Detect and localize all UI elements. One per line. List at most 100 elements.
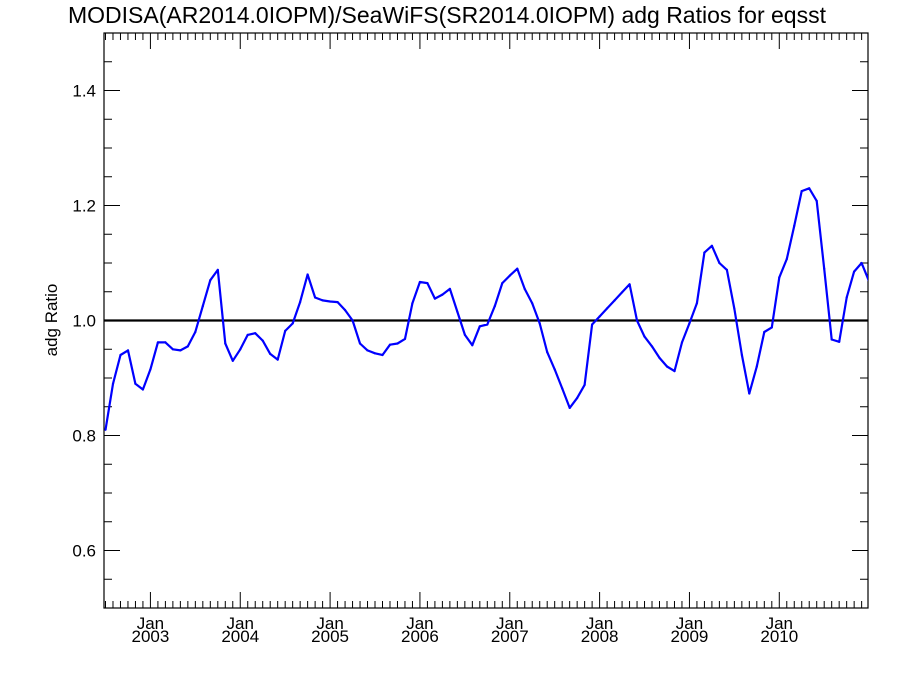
data-point bbox=[770, 326, 773, 329]
data-point bbox=[673, 370, 676, 373]
data-point bbox=[171, 348, 174, 351]
x-tick-label-year: 2008 bbox=[581, 627, 619, 646]
data-point bbox=[433, 297, 436, 300]
data-point bbox=[635, 319, 639, 322]
data-point bbox=[314, 296, 317, 299]
x-tick-label-year: 2005 bbox=[311, 627, 349, 646]
data-point bbox=[179, 349, 182, 352]
data-point bbox=[418, 280, 421, 284]
data-point bbox=[239, 348, 242, 351]
data-point bbox=[546, 351, 549, 354]
y-tick-label: 1.2 bbox=[72, 197, 96, 216]
data-point bbox=[441, 293, 444, 296]
data-point bbox=[493, 305, 496, 308]
data-point bbox=[778, 276, 781, 279]
data-point bbox=[695, 302, 699, 305]
x-tick-label-year: 2003 bbox=[132, 627, 170, 646]
data-point bbox=[344, 309, 347, 312]
x-tick-label-year: 2010 bbox=[760, 627, 798, 646]
data-point bbox=[853, 270, 856, 273]
data-point bbox=[426, 282, 429, 285]
x-tick-label-month: Jan bbox=[137, 614, 164, 633]
data-point bbox=[351, 319, 354, 322]
data-point bbox=[336, 301, 339, 304]
data-point bbox=[373, 352, 377, 355]
data-point bbox=[284, 329, 287, 332]
data-point bbox=[299, 301, 302, 304]
data-point bbox=[381, 353, 384, 357]
data-point bbox=[448, 287, 451, 290]
x-tick-label-month: Jan bbox=[676, 614, 703, 633]
data-point bbox=[748, 392, 751, 395]
data-point bbox=[830, 338, 833, 341]
x-tick-label-year: 2006 bbox=[401, 627, 439, 646]
data-series-line bbox=[104, 187, 868, 430]
x-tick-label-year: 2009 bbox=[671, 627, 709, 646]
y-tick-label: 1.0 bbox=[72, 312, 96, 331]
x-tick-label-year: 2004 bbox=[221, 627, 259, 646]
data-point bbox=[463, 333, 466, 336]
data-point bbox=[733, 307, 736, 311]
data-point bbox=[276, 358, 279, 361]
data-point bbox=[568, 406, 571, 409]
data-point bbox=[523, 287, 526, 290]
data-point bbox=[329, 300, 332, 303]
data-point bbox=[613, 299, 616, 302]
data-point bbox=[119, 353, 122, 357]
data-point bbox=[665, 365, 669, 368]
data-point bbox=[823, 267, 826, 270]
x-tick-label-month: Jan bbox=[316, 614, 343, 633]
data-point bbox=[538, 322, 541, 325]
data-point bbox=[643, 335, 646, 338]
data-point bbox=[209, 279, 212, 282]
data-point bbox=[141, 388, 144, 391]
y-tick-label: 0.8 bbox=[72, 427, 96, 446]
data-point bbox=[321, 299, 324, 302]
data-point bbox=[710, 244, 714, 247]
data-point bbox=[740, 353, 744, 357]
x-tick-label-month: Jan bbox=[586, 614, 613, 633]
data-point bbox=[808, 187, 811, 190]
data-point bbox=[411, 302, 414, 305]
data-point bbox=[186, 345, 189, 348]
data-point bbox=[606, 307, 609, 310]
data-point bbox=[628, 283, 631, 286]
data-point bbox=[246, 333, 249, 336]
data-point bbox=[755, 365, 758, 368]
y-tick-label: 0.6 bbox=[72, 542, 96, 561]
data-point bbox=[658, 356, 661, 359]
data-point bbox=[306, 273, 309, 276]
x-tick-label-year: 2007 bbox=[491, 627, 529, 646]
data-point bbox=[126, 349, 130, 352]
data-point bbox=[501, 282, 504, 285]
data-point bbox=[456, 310, 459, 313]
data-point bbox=[508, 274, 511, 277]
data-point bbox=[650, 345, 654, 348]
data-point bbox=[815, 199, 818, 202]
data-point bbox=[561, 387, 564, 390]
data-point bbox=[194, 330, 197, 334]
data-point bbox=[111, 382, 115, 385]
data-point bbox=[680, 341, 684, 344]
data-point bbox=[591, 323, 594, 326]
data-point bbox=[471, 344, 474, 347]
data-point bbox=[201, 305, 204, 308]
y-tick-label: 1.4 bbox=[72, 82, 96, 101]
data-point bbox=[231, 359, 234, 362]
data-point bbox=[763, 330, 766, 334]
data-point bbox=[718, 261, 721, 265]
chart-title: MODISA(AR2014.0IOPM)/SeaWiFS(SR2014.0IOP… bbox=[68, 2, 826, 28]
data-point bbox=[725, 268, 729, 271]
data-point bbox=[785, 257, 788, 261]
data-point bbox=[396, 342, 399, 345]
data-point bbox=[860, 261, 863, 265]
data-point bbox=[366, 349, 369, 352]
data-point bbox=[134, 382, 137, 385]
data-point bbox=[876, 308, 878, 310]
data-point bbox=[388, 343, 392, 346]
data-point bbox=[531, 302, 534, 305]
x-tick-label-month: Jan bbox=[496, 614, 523, 633]
data-point bbox=[845, 296, 848, 299]
data-point bbox=[224, 342, 227, 345]
data-point bbox=[598, 315, 601, 318]
